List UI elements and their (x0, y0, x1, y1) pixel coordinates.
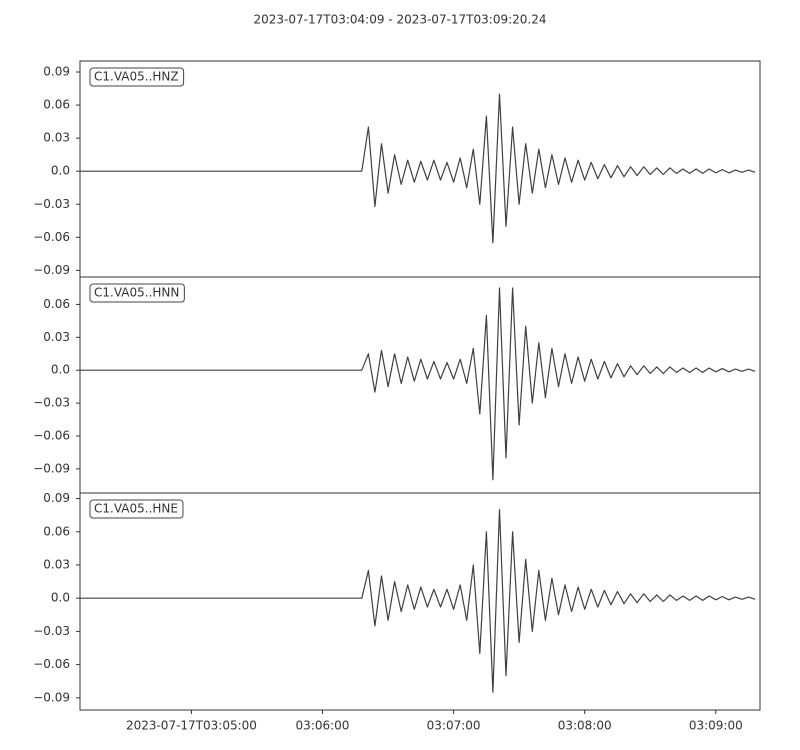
legend-label: C1.VA05..HNZ (94, 70, 179, 84)
x-tick-label: 03:09:00 (689, 719, 743, 733)
legend-label: C1.VA05..HNN (94, 286, 179, 300)
waveform (80, 93, 756, 244)
chart-title: 2023-07-17T03:04:09 - 2023-07-17T03:09:2… (254, 13, 547, 27)
y-tick-label: −0.03 (33, 624, 70, 638)
y-tick-label: 0.06 (43, 524, 70, 538)
y-tick-label: −0.06 (33, 657, 70, 671)
x-tick-label: 03:08:00 (558, 719, 612, 733)
panel-frame (79, 276, 761, 494)
waveform (80, 287, 756, 481)
y-tick-label: −0.03 (33, 197, 70, 211)
y-tick-label: −0.06 (33, 428, 70, 442)
legend-box (89, 499, 184, 519)
y-tick-label: 0.06 (43, 98, 70, 112)
x-tick-label: 03:06:00 (296, 719, 350, 733)
y-tick-label: 0.09 (43, 65, 70, 79)
y-tick-label: −0.06 (33, 230, 70, 244)
y-tick-label: 0.0 (51, 363, 70, 377)
legend-label: C1.VA05..HNE (94, 502, 178, 516)
panel-frame (79, 492, 761, 711)
x-tick-label: 03:07:00 (427, 719, 481, 733)
legend-box (89, 67, 185, 87)
y-tick-label: −0.09 (33, 690, 70, 704)
y-tick-label: 0.09 (43, 491, 70, 505)
y-tick-label: 0.03 (43, 557, 70, 571)
y-tick-label: 0.0 (51, 591, 70, 605)
y-tick-label: 0.03 (43, 131, 70, 145)
y-tick-label: 0.0 (51, 164, 70, 178)
legend-box (89, 283, 185, 303)
y-tick-label: 0.03 (43, 330, 70, 344)
y-tick-label: −0.03 (33, 396, 70, 410)
waveform (80, 509, 756, 693)
x-tick-label: 2023-07-17T03:05:00 (126, 719, 257, 733)
y-tick-label: −0.09 (33, 461, 70, 475)
y-tick-label: −0.09 (33, 263, 70, 277)
y-tick-label: 0.06 (43, 297, 70, 311)
